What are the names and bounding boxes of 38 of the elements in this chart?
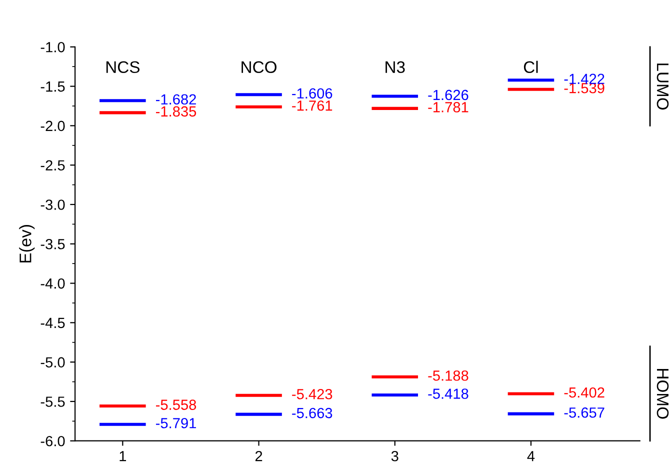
annotation: NCS xyxy=(106,61,140,74)
x-tick-label: 3 xyxy=(391,450,398,462)
data-label: -1.682 xyxy=(156,94,196,105)
data-label: -5.558 xyxy=(156,400,196,410)
y-tick-label: -5.5 xyxy=(40,396,65,407)
data-label: -5.418 xyxy=(428,388,468,399)
annotation: Cl xyxy=(524,60,538,74)
y-tick-label: -2.0 xyxy=(40,120,65,132)
data-label: -1.422 xyxy=(564,74,604,84)
annotation: N3 xyxy=(386,61,405,74)
data-label: -1.626 xyxy=(428,90,468,100)
data-label: -5.663 xyxy=(292,408,332,418)
y-tick-label: -6.0 xyxy=(40,436,65,446)
x-tick-label: 4 xyxy=(527,451,535,462)
data-label: -5.423 xyxy=(292,388,332,400)
text: LUMO xyxy=(656,64,669,110)
data-label: -5.657 xyxy=(564,407,604,418)
text: HOMO xyxy=(656,369,669,419)
y-tick-label: -1.5 xyxy=(40,82,65,92)
x-tick-label: 1 xyxy=(120,451,126,462)
y-axis-title: E(ev) xyxy=(19,225,35,262)
y-tick-label: -3.0 xyxy=(40,200,65,210)
data-label: -5.188 xyxy=(428,370,468,381)
data-label: -1.761 xyxy=(292,100,332,111)
y-tick-label: -2.5 xyxy=(40,160,65,171)
y-tick-label: -4.0 xyxy=(40,278,65,289)
data-label: -5.402 xyxy=(564,387,604,398)
x-tick-label: 2 xyxy=(255,450,262,462)
data-label: -5.791 xyxy=(156,418,196,428)
y-tick-label: -3.5 xyxy=(40,238,65,250)
y-tick-label: -4.5 xyxy=(40,318,65,328)
data-label: -1.606 xyxy=(292,88,332,99)
y-tick-label: -1.0 xyxy=(40,42,65,52)
data-label: -1.835 xyxy=(156,106,196,117)
data-label: -1.539 xyxy=(564,82,604,94)
annotation: NCO xyxy=(242,61,276,74)
data-label: -1.781 xyxy=(428,102,468,112)
y-tick-label: -5.0 xyxy=(40,357,65,368)
